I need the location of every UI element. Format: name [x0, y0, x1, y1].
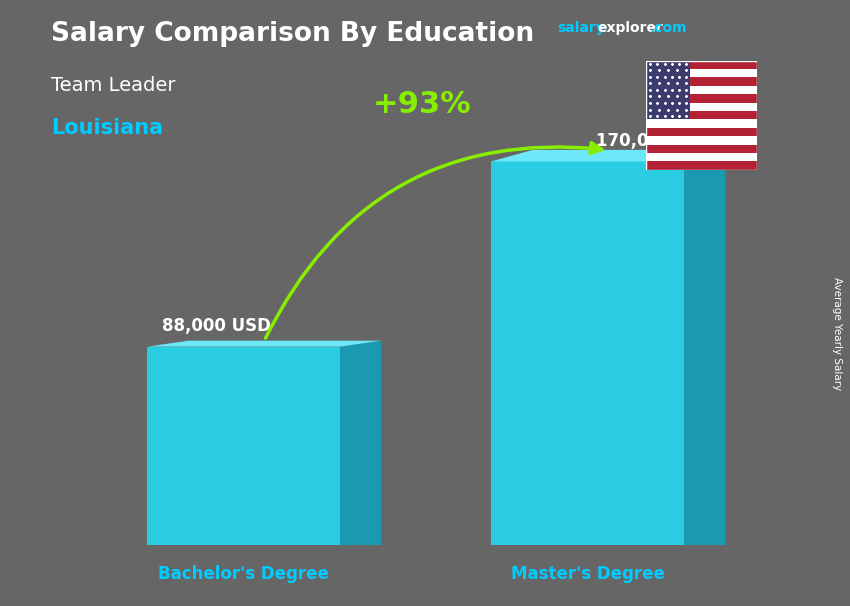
Text: explorer: explorer — [598, 21, 663, 35]
Text: Average Yearly Salary: Average Yearly Salary — [832, 277, 842, 390]
Bar — [646, 153, 756, 161]
Polygon shape — [340, 341, 382, 545]
Polygon shape — [491, 161, 684, 545]
Text: 88,000 USD: 88,000 USD — [162, 318, 270, 335]
Bar — [646, 161, 756, 170]
Bar — [646, 61, 756, 69]
Text: Master's Degree: Master's Degree — [511, 565, 665, 584]
Polygon shape — [147, 341, 382, 347]
Bar — [646, 78, 756, 86]
Bar — [646, 94, 756, 102]
Text: Louisiana: Louisiana — [51, 118, 163, 138]
Text: Bachelor's Degree: Bachelor's Degree — [158, 565, 329, 584]
Polygon shape — [491, 150, 725, 161]
Polygon shape — [684, 150, 725, 545]
Text: .com: .com — [649, 21, 687, 35]
Bar — [646, 102, 756, 111]
Text: 170,000 USD: 170,000 USD — [596, 132, 717, 150]
Bar — [646, 128, 756, 136]
Text: Salary Comparison By Education: Salary Comparison By Education — [51, 21, 534, 47]
Text: +93%: +93% — [373, 90, 472, 119]
Polygon shape — [147, 347, 340, 545]
Text: salary: salary — [557, 21, 604, 35]
Bar — [646, 86, 756, 94]
Bar — [646, 119, 756, 128]
Bar — [646, 69, 756, 78]
Text: Team Leader: Team Leader — [51, 76, 175, 95]
Bar — [646, 144, 756, 153]
Bar — [646, 61, 690, 119]
Bar — [646, 111, 756, 119]
Bar — [646, 136, 756, 144]
